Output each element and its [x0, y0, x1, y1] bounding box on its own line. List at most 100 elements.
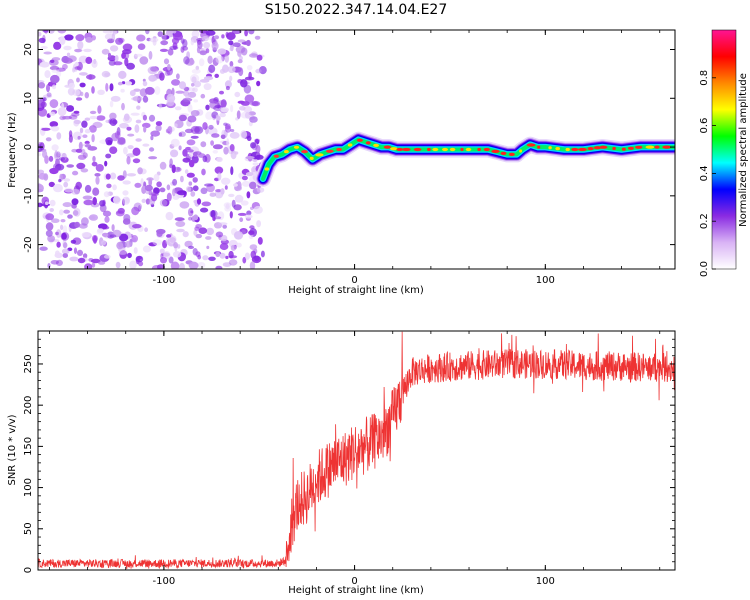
noise-blob: [187, 103, 193, 113]
noise-blob: [195, 65, 200, 71]
noise-blob: [203, 41, 211, 49]
noise-blob: [207, 55, 213, 64]
noise-blob: [51, 57, 61, 61]
noise-blob: [191, 76, 197, 83]
noise-blob: [132, 147, 141, 156]
noise-blob: [117, 207, 125, 214]
noise-blob: [241, 175, 248, 181]
noise-blob: [38, 108, 48, 117]
noise-blob: [197, 254, 202, 260]
snr-x-tick-label: 100: [536, 576, 555, 587]
spectrogram-x-tick-label: -100: [153, 275, 176, 286]
noise-blob: [236, 110, 241, 119]
signal-peak: [460, 147, 464, 152]
noise-blob: [166, 93, 176, 103]
noise-blob: [237, 59, 243, 64]
noise-blob: [240, 200, 249, 206]
noise-blob: [109, 100, 114, 108]
noise-blob: [172, 178, 178, 186]
noise-blob: [84, 92, 90, 99]
noise-blob: [101, 48, 110, 55]
noise-blob: [255, 68, 262, 74]
snr-y-tick-label: 200: [23, 396, 34, 415]
noise-blob: [237, 50, 242, 57]
snr-y-tick-label: 50: [23, 522, 34, 535]
noise-blob: [144, 227, 149, 232]
noise-blob: [160, 40, 169, 46]
noise-blob: [40, 46, 48, 49]
noise-blob: [220, 134, 226, 140]
noise-blob: [173, 123, 178, 128]
noise-blob: [68, 82, 76, 89]
noise-blob: [219, 252, 226, 259]
noise-blob: [122, 196, 130, 205]
noise-blob: [42, 97, 47, 102]
noise-blob: [245, 156, 255, 160]
noise-blob: [62, 225, 68, 234]
noise-blob: [49, 111, 56, 117]
figure-title: S150.2022.347.14.04.E27: [265, 2, 448, 18]
noise-blob: [192, 87, 198, 93]
noise-blob: [224, 205, 231, 212]
noise-blob: [243, 84, 252, 94]
noise-blob: [73, 110, 80, 114]
signal-peak: [508, 152, 515, 156]
noise-blob: [166, 184, 171, 191]
spectrogram-y-tick-label: -20: [23, 236, 34, 252]
noise-blob: [186, 149, 194, 153]
colorbar-label: Normalized spectral amplitude: [738, 73, 749, 227]
noise-blob: [215, 265, 223, 269]
noise-blob: [178, 114, 187, 122]
noise-blob: [129, 260, 137, 269]
noise-blob: [139, 56, 149, 65]
signal-peak: [565, 147, 570, 152]
noise-blob: [219, 112, 226, 118]
noise-blob: [256, 54, 263, 61]
noise-blob: [229, 211, 233, 219]
noise-blob: [91, 134, 95, 143]
noise-blob: [101, 70, 111, 78]
noise-blob: [184, 169, 189, 174]
noise-blob: [195, 233, 202, 239]
signal-peak: [555, 147, 560, 151]
noise-blob: [115, 261, 121, 269]
noise-blob: [190, 135, 199, 139]
noise-blob: [125, 81, 133, 86]
noise-blob: [200, 187, 208, 195]
signal-peak: [571, 147, 579, 152]
noise-blob: [112, 119, 118, 125]
noise-blob: [72, 210, 79, 216]
spectrogram-x-tick-label: 0: [351, 275, 357, 286]
noise-blob: [229, 46, 234, 51]
noise-blob: [97, 89, 105, 96]
noise-blob: [185, 58, 195, 66]
noise-blob: [224, 80, 232, 89]
noise-blob: [84, 184, 92, 193]
signal-peak: [537, 145, 541, 149]
noise-blob: [92, 187, 100, 196]
noise-blob: [75, 34, 85, 42]
noise-blob: [241, 47, 248, 56]
noise-blob: [200, 141, 207, 148]
noise-blob: [49, 121, 59, 128]
noise-blob: [79, 127, 84, 134]
noise-blob: [71, 198, 79, 206]
noise-blob: [76, 77, 80, 83]
noise-blob: [159, 187, 166, 193]
noise-blob: [48, 155, 54, 162]
noise-blob: [84, 263, 93, 269]
noise-blob: [174, 217, 185, 222]
noise-blob: [92, 155, 96, 163]
noise-blob: [135, 255, 144, 263]
noise-blob: [222, 224, 227, 229]
noise-blob: [237, 39, 246, 43]
noise-blob: [132, 224, 142, 229]
noise-blob: [85, 56, 93, 64]
noise-blob: [100, 254, 104, 259]
noise-blob: [50, 59, 55, 63]
signal-peak: [390, 147, 398, 151]
noise-blob: [109, 146, 118, 154]
noise-blob: [172, 30, 177, 34]
noise-blob: [77, 257, 86, 264]
noise-blob: [66, 105, 75, 112]
